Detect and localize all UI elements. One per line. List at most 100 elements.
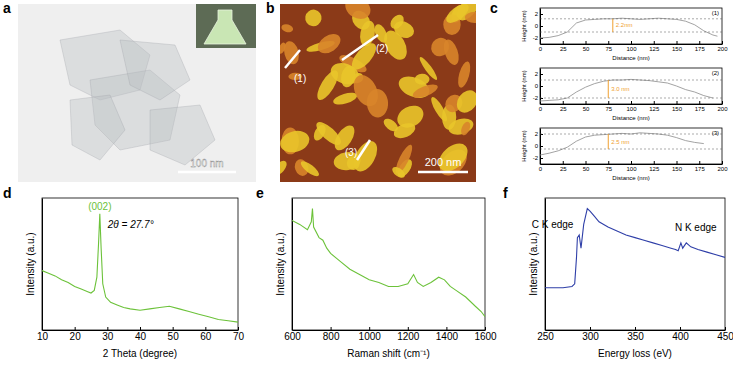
afm-flake <box>390 165 407 180</box>
height-step-label: 2.5 nm <box>611 139 629 145</box>
tem-image: 100 nm <box>18 4 256 182</box>
height-level <box>540 134 722 135</box>
x-tick-mark <box>107 327 108 330</box>
annotation: 2θ = 27.7° <box>107 219 154 230</box>
x-axis-line <box>541 104 723 105</box>
afm-flake <box>304 8 323 27</box>
x-tick-label: 300 <box>582 331 599 342</box>
y-tick-label: 0 <box>535 83 539 89</box>
x-tick: 400 <box>672 327 689 342</box>
afm-flake <box>280 128 312 156</box>
x-tick: 175 <box>695 101 706 112</box>
y-axis-title: Height (nm) <box>521 130 527 161</box>
x-tick: 150 <box>672 101 683 112</box>
x-tick: 175 <box>695 41 706 52</box>
chart: 6008001000120014001600Raman shift (cm⁻¹)… <box>275 198 497 359</box>
profile-label: (3) <box>712 130 719 136</box>
x-tick-label: 450 <box>717 331 733 342</box>
x-tick: 100 <box>626 41 637 52</box>
y-tick: 2 <box>535 71 543 77</box>
x-tick-mark <box>725 327 726 330</box>
x-tick-label: 0 <box>539 166 543 172</box>
height-level <box>540 32 722 33</box>
annotation: C K edge <box>532 219 574 230</box>
x-tick: 25 <box>560 161 567 172</box>
x-tick: 125 <box>649 41 660 52</box>
x-tick-mark <box>408 327 409 330</box>
x-tick-label: 1400 <box>436 331 459 342</box>
image-background <box>18 4 256 182</box>
nanosheet <box>150 105 215 165</box>
x-tick-mark <box>590 327 591 330</box>
x-tick: 1600 <box>474 327 497 342</box>
x-axis-title: 2 Theta (degree) <box>103 348 177 359</box>
profile-line <box>342 35 378 60</box>
y-tick-label: 0 <box>535 143 539 149</box>
x-tick-label: 150 <box>672 106 683 112</box>
x-tick: 75 <box>605 101 612 112</box>
y-tick-label: 2 <box>535 71 539 77</box>
flask <box>204 10 246 44</box>
x-tick-mark <box>586 161 587 164</box>
afm-flake <box>280 42 287 55</box>
x-axis: 0255075100125150175200 <box>539 41 728 52</box>
x-axis-title: Raman shift (cm⁻¹) <box>347 348 429 359</box>
x-tick: 800 <box>323 327 340 342</box>
x-tick-label: 75 <box>605 166 612 172</box>
x-tick: 175 <box>695 161 706 172</box>
x-tick-label: 25 <box>560 166 567 172</box>
plot-frame <box>540 128 722 164</box>
panel-letter: c <box>490 0 498 16</box>
x-axis: 0255075100125150175200 <box>539 161 728 172</box>
x-tick-label: 175 <box>695 46 706 52</box>
afm-flake <box>443 4 472 26</box>
x-tick-mark <box>173 327 174 330</box>
plot-area <box>292 209 485 317</box>
x-tick-label: 40 <box>135 331 147 342</box>
x-tick-label: 25 <box>560 46 567 52</box>
x-tick-label: 30 <box>102 331 114 342</box>
x-tick: 200 <box>717 101 728 112</box>
x-tick-mark <box>485 327 486 330</box>
y-axis-title: Intensity (a.u.) <box>25 232 36 295</box>
afm-flake <box>280 23 294 34</box>
x-tick-label: 1600 <box>474 331 497 342</box>
plot-area <box>42 214 238 322</box>
x-tick-label: 60 <box>200 331 212 342</box>
x-tick-label: 1000 <box>359 331 382 342</box>
inset-photo <box>196 4 256 48</box>
y-tick-mark <box>540 158 543 159</box>
y-tick: 0 <box>535 143 543 149</box>
x-axis-title: Energy loss (eV) <box>598 348 672 359</box>
afm-image: (1)(2)(3)200 nm <box>271 0 485 182</box>
x-tick: 50 <box>583 41 590 52</box>
x-axis-title: Distance (nm) <box>612 175 649 181</box>
plot-frame <box>292 198 485 330</box>
y-axis-title: Height (nm) <box>521 10 527 41</box>
height-level <box>540 98 722 99</box>
x-tick-mark <box>677 101 678 104</box>
x-tick-mark <box>238 327 239 330</box>
y-tick: -2 <box>533 155 543 161</box>
plot-area <box>540 79 722 101</box>
x-tick-mark <box>654 41 655 44</box>
x-tick: 300 <box>582 327 599 342</box>
x-tick-mark <box>677 41 678 44</box>
x-tick-label: 0 <box>539 46 543 52</box>
x-tick-mark <box>586 101 587 104</box>
x-tick-label: 175 <box>695 106 706 112</box>
scale-bar <box>418 171 468 174</box>
x-tick-mark <box>654 161 655 164</box>
y-axis: -202 <box>533 69 543 105</box>
afm-flake <box>456 60 473 89</box>
y-tick: 0 <box>535 23 543 29</box>
y-tick-label: -2 <box>533 155 539 161</box>
x-tick-label: 800 <box>323 331 340 342</box>
x-tick-mark <box>75 327 76 330</box>
y-tick: 2 <box>535 11 543 17</box>
x-tick-label: 125 <box>649 46 660 52</box>
chart: 250300350400450Energy loss (eV)Intensity… <box>528 198 733 359</box>
x-tick: 150 <box>672 161 683 172</box>
x-tick-label: 50 <box>168 331 180 342</box>
afm-flake <box>388 12 407 31</box>
